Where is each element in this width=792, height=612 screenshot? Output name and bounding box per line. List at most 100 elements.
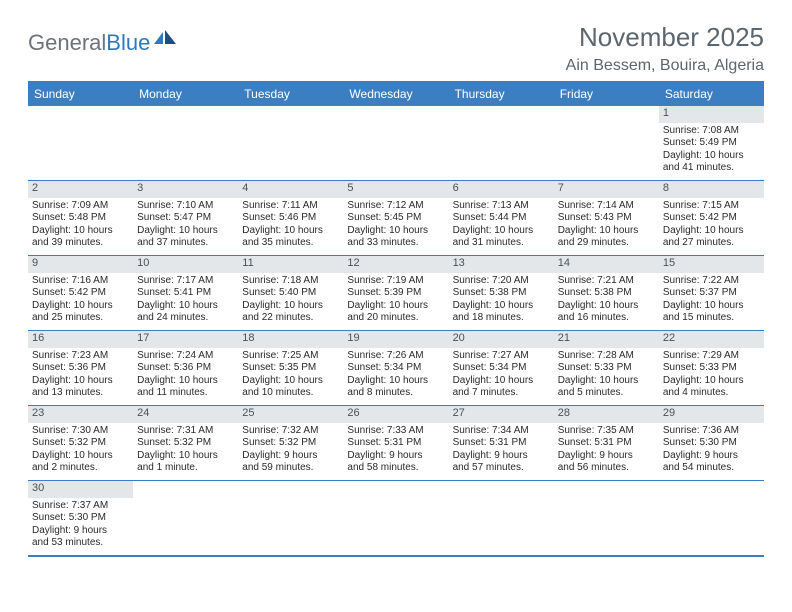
sunset-text: Sunset: 5:31 PM — [347, 437, 444, 450]
daylight-text-2: and 15 minutes. — [663, 312, 760, 325]
day-cell: 2Sunrise: 7:09 AMSunset: 5:48 PMDaylight… — [28, 181, 133, 255]
day-cell: 11 Sunrise: 7:18 AMSunset: 5:40 PMDayligh… — [238, 256, 343, 330]
day-cell: 15Sunrise: 7:22 AMSunset: 5:37 PMDayligh… — [659, 256, 764, 330]
daylight-text-1: Daylight: 9 hours — [558, 450, 655, 463]
daylight-text-1: Daylight: 10 hours — [663, 225, 760, 238]
day-number: 9 — [28, 256, 133, 273]
dayheader-monday: Monday — [133, 83, 238, 106]
day-number: 10 — [133, 256, 238, 273]
empty-cell — [343, 481, 448, 555]
calendar: SundayMondayTuesdayWednesdayThursdayFrid… — [28, 81, 764, 557]
dayheader-friday: Friday — [554, 83, 659, 106]
empty-cell — [449, 106, 554, 180]
empty-cell — [343, 106, 448, 180]
sunset-text: Sunset: 5:35 PM — [242, 362, 339, 375]
daylight-text-1: Daylight: 10 hours — [242, 300, 339, 313]
sunrise-text: Sunrise: 7:28 AM — [558, 350, 655, 363]
daylight-text-1: Daylight: 10 hours — [137, 300, 234, 313]
sunset-text: Sunset: 5:32 PM — [242, 437, 339, 450]
daylight-text-2: and 4 minutes. — [663, 387, 760, 400]
daylight-text-2: and 22 minutes. — [242, 312, 339, 325]
day-number: 18 — [238, 331, 343, 348]
empty-cell — [133, 106, 238, 180]
month-title: November 2025 — [566, 22, 764, 53]
empty-cell — [238, 106, 343, 180]
day-cell: 25Sunrise: 7:32 AMSunset: 5:32 PMDayligh… — [238, 406, 343, 480]
daylight-text-1: Daylight: 10 hours — [558, 375, 655, 388]
day-cell: 1Sunrise: 7:08 AMSunset: 5:49 PMDaylight… — [659, 106, 764, 180]
day-number: 20 — [449, 331, 554, 348]
sunset-text: Sunset: 5:32 PM — [32, 437, 129, 450]
daylight-text-2: and 18 minutes. — [453, 312, 550, 325]
day-number: 8 — [659, 181, 764, 198]
day-cell: 9Sunrise: 7:16 AMSunset: 5:42 PMDaylight… — [28, 256, 133, 330]
sunset-text: Sunset: 5:30 PM — [663, 437, 760, 450]
daylight-text-1: Daylight: 10 hours — [347, 300, 444, 313]
day-number: 3 — [133, 181, 238, 198]
day-number: 19 — [343, 331, 448, 348]
day-number: 28 — [554, 406, 659, 423]
daylight-text-1: Daylight: 9 hours — [453, 450, 550, 463]
day-cell: 13Sunrise: 7:20 AMSunset: 5:38 PMDayligh… — [449, 256, 554, 330]
sunset-text: Sunset: 5:39 PM — [347, 287, 444, 300]
daylight-text-2: and 29 minutes. — [558, 237, 655, 250]
sunrise-text: Sunrise: 7:10 AM — [137, 200, 234, 213]
daylight-text-2: and 54 minutes. — [663, 462, 760, 475]
day-number: 4 — [238, 181, 343, 198]
sunset-text: Sunset: 5:48 PM — [32, 212, 129, 225]
day-number: 21 — [554, 331, 659, 348]
sunrise-text: Sunrise: 7:17 AM — [137, 275, 234, 288]
day-number: 11 — [238, 256, 343, 273]
daylight-text-2: and 10 minutes. — [242, 387, 339, 400]
empty-cell — [659, 481, 764, 555]
sunset-text: Sunset: 5:41 PM — [137, 287, 234, 300]
daylight-text-1: Daylight: 9 hours — [242, 450, 339, 463]
daylight-text-1: Daylight: 9 hours — [347, 450, 444, 463]
sunrise-text: Sunrise: 7:35 AM — [558, 425, 655, 438]
daylight-text-2: and 37 minutes. — [137, 237, 234, 250]
day-number: 6 — [449, 181, 554, 198]
daylight-text-1: Daylight: 9 hours — [32, 525, 129, 538]
day-cell: 19Sunrise: 7:26 AMSunset: 5:34 PMDayligh… — [343, 331, 448, 405]
sunset-text: Sunset: 5:38 PM — [558, 287, 655, 300]
sunset-text: Sunset: 5:34 PM — [347, 362, 444, 375]
sunrise-text: Sunrise: 7:18 AM — [242, 275, 339, 288]
empty-cell — [554, 106, 659, 180]
day-number: 5 — [343, 181, 448, 198]
daylight-text-1: Daylight: 10 hours — [347, 225, 444, 238]
day-number: 17 — [133, 331, 238, 348]
day-number: 2 — [28, 181, 133, 198]
day-cell: 4Sunrise: 7:11 AMSunset: 5:46 PMDaylight… — [238, 181, 343, 255]
sunrise-text: Sunrise: 7:27 AM — [453, 350, 550, 363]
sunset-text: Sunset: 5:40 PM — [242, 287, 339, 300]
day-number: 15 — [659, 256, 764, 273]
sunrise-text: Sunrise: 7:34 AM — [453, 425, 550, 438]
daylight-text-2: and 20 minutes. — [347, 312, 444, 325]
daylight-text-2: and 1 minute. — [137, 462, 234, 475]
sunrise-text: Sunrise: 7:16 AM — [32, 275, 129, 288]
daylight-text-2: and 31 minutes. — [453, 237, 550, 250]
day-cell: 27Sunrise: 7:34 AMSunset: 5:31 PMDayligh… — [449, 406, 554, 480]
empty-cell — [28, 106, 133, 180]
sunset-text: Sunset: 5:34 PM — [453, 362, 550, 375]
day-number: 24 — [133, 406, 238, 423]
daylight-text-2: and 5 minutes. — [558, 387, 655, 400]
daylight-text-1: Daylight: 10 hours — [137, 225, 234, 238]
sunset-text: Sunset: 5:46 PM — [242, 212, 339, 225]
day-number: 16 — [28, 331, 133, 348]
sunrise-text: Sunrise: 7:15 AM — [663, 200, 760, 213]
week-row: 2 Sunrise: 7:09 AMSunset: 5:48 PM Daylight… — [28, 181, 764, 256]
daylight-text-2: and 24 minutes. — [137, 312, 234, 325]
empty-cell — [554, 481, 659, 555]
daylight-text-2: and 8 minutes. — [347, 387, 444, 400]
week-row: 16Sunrise: 7:23 AMSunset: 5:36 PMDayligh… — [28, 331, 764, 406]
sunset-text: Sunset: 5:47 PM — [137, 212, 234, 225]
day-number: 30 — [28, 481, 133, 498]
sunset-text: Sunset: 5:44 PM — [453, 212, 550, 225]
sunrise-text: Sunrise: 7:09 AM — [32, 200, 129, 213]
day-cell: 17Sunrise: 7:24 AMSunset: 5:36 PMDayligh… — [133, 331, 238, 405]
sunset-text: Sunset: 5:33 PM — [558, 362, 655, 375]
day-number: 29 — [659, 406, 764, 423]
day-number: 12 — [343, 256, 448, 273]
sunrise-text: Sunrise: 7:32 AM — [242, 425, 339, 438]
